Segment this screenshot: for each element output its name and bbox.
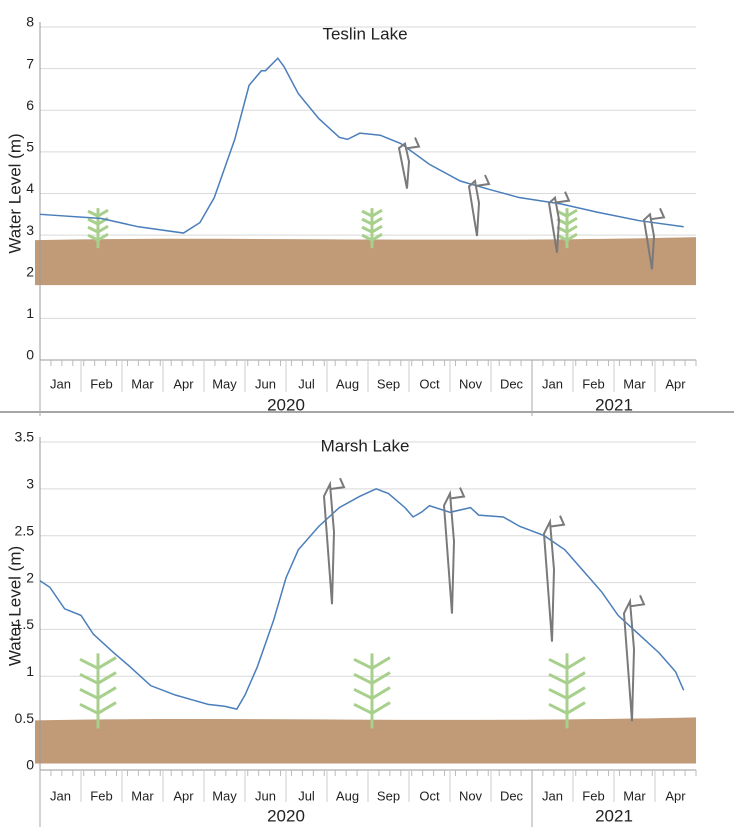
- x-tick-label: Nov: [459, 788, 483, 803]
- y-tick-label: 3: [26, 476, 34, 492]
- plant-leaf: [556, 208, 578, 218]
- x-tick-label: Feb: [582, 788, 604, 803]
- x-tick-label: Aug: [336, 788, 359, 803]
- x-tick-label: Feb: [582, 376, 604, 391]
- x-tick-label: Feb: [90, 788, 112, 803]
- plant-leaf: [79, 686, 117, 700]
- y-tick-label: 0: [26, 757, 34, 773]
- x-tick-label: May: [212, 788, 237, 803]
- year-label: 2020: [267, 806, 305, 825]
- x-tick-label: Jun: [255, 376, 276, 391]
- ice-figure: [467, 174, 491, 237]
- plant-leaf: [87, 232, 109, 242]
- x-tick-label: Dec: [500, 788, 524, 803]
- plant-leaf: [361, 216, 383, 226]
- plant-leaf: [548, 656, 586, 670]
- y-tick-label: 0.5: [15, 710, 35, 726]
- water-level-line: [39, 488, 685, 710]
- x-tick-label: Apr: [665, 376, 686, 391]
- x-tick-label: Mar: [623, 788, 646, 803]
- x-tick-label: Oct: [419, 788, 440, 803]
- x-tick-label: Mar: [623, 376, 646, 391]
- x-tick-label: Mar: [131, 376, 154, 391]
- x-tick-label: Jan: [50, 788, 71, 803]
- plant-leaf: [548, 686, 586, 700]
- x-tick-label: May: [212, 376, 237, 391]
- plant-leaf: [361, 224, 383, 234]
- y-tick-label: 1: [26, 305, 34, 321]
- y-tick-label: 5: [26, 139, 34, 155]
- y-tick-label: 4: [26, 180, 34, 196]
- x-tick-label: Feb: [90, 376, 112, 391]
- y-tick-label: 2.5: [15, 522, 35, 538]
- plant-icon: [79, 653, 117, 729]
- ground: [35, 237, 696, 286]
- year-label: 2020: [267, 395, 305, 414]
- y-tick-label: 2: [26, 569, 34, 585]
- y-tick-label: 1.5: [15, 616, 35, 632]
- water-level-line: [39, 57, 684, 234]
- ice-figure: [397, 137, 421, 189]
- plant-leaf: [353, 671, 391, 685]
- y-tick-label: 3: [26, 222, 34, 238]
- y-tick-label: 7: [26, 55, 34, 71]
- x-tick-label: Sep: [377, 376, 400, 391]
- y-tick-label: 6: [26, 97, 34, 113]
- y-tick-label: 0: [26, 347, 34, 363]
- y-tick-label: 1: [26, 663, 34, 679]
- ground: [35, 717, 696, 764]
- x-tick-label: Jul: [298, 376, 315, 391]
- x-tick-label: Jun: [255, 788, 276, 803]
- x-tick-label: Apr: [173, 788, 194, 803]
- y-tick-label: 2: [26, 263, 34, 279]
- plant-leaf: [353, 701, 391, 715]
- y-axis-label: Water Level (m): [5, 133, 24, 253]
- chart-title: Marsh Lake: [321, 436, 410, 455]
- plant-icon: [353, 653, 391, 729]
- ice-figure: [442, 487, 466, 614]
- x-tick-label: Jan: [542, 788, 563, 803]
- ice-figure: [622, 594, 646, 722]
- plant-icon: [548, 653, 586, 729]
- x-tick-label: Apr: [665, 788, 686, 803]
- x-tick-label: Dec: [500, 376, 524, 391]
- plant-leaf: [87, 224, 109, 234]
- plant-icon: [87, 208, 109, 249]
- plant-leaf: [79, 656, 117, 670]
- y-axis-label: Water Level (m): [5, 546, 24, 666]
- x-tick-label: Nov: [459, 376, 483, 391]
- year-label: 2021: [595, 806, 633, 825]
- plant-leaf: [353, 656, 391, 670]
- ice-figure: [322, 477, 346, 605]
- x-tick-label: Sep: [377, 788, 400, 803]
- y-tick-label: 3.5: [15, 429, 35, 445]
- ice-figure: [642, 207, 666, 270]
- y-tick-label: 8: [26, 14, 34, 30]
- x-tick-label: Jan: [542, 376, 563, 391]
- x-tick-label: Oct: [419, 376, 440, 391]
- x-tick-label: Jan: [50, 376, 71, 391]
- x-tick-label: Aug: [336, 376, 359, 391]
- x-tick-label: Apr: [173, 376, 194, 391]
- year-label: 2021: [595, 395, 633, 414]
- plant-leaf: [548, 671, 586, 685]
- plant-leaf: [87, 208, 109, 218]
- ice-figure: [542, 515, 566, 642]
- plant-leaf: [79, 671, 117, 685]
- chart-title: Teslin Lake: [322, 24, 407, 43]
- plant-icon: [361, 208, 383, 249]
- plant-leaf: [353, 686, 391, 700]
- plant-leaf: [361, 208, 383, 218]
- x-tick-label: Mar: [131, 788, 154, 803]
- plant-leaf: [361, 232, 383, 242]
- plant-leaf: [79, 701, 117, 715]
- ice-figure: [547, 191, 571, 253]
- plant-leaf: [548, 701, 586, 715]
- x-tick-label: Jul: [298, 788, 315, 803]
